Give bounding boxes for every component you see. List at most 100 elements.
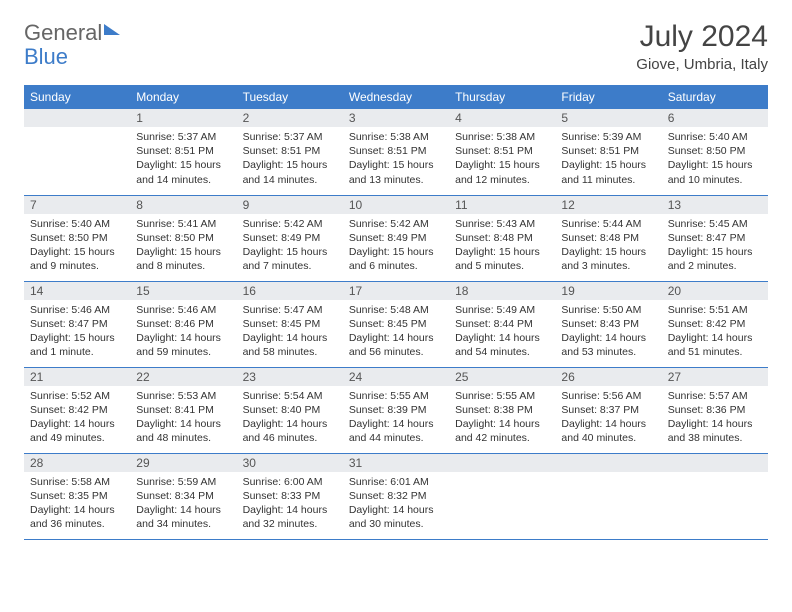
day-number: 26	[555, 368, 661, 386]
day-number: 22	[130, 368, 236, 386]
day-body: Sunrise: 5:39 AMSunset: 8:51 PMDaylight:…	[555, 127, 661, 191]
calendar-day-cell: 2Sunrise: 5:37 AMSunset: 8:51 PMDaylight…	[237, 109, 343, 195]
calendar-week-row: 7Sunrise: 5:40 AMSunset: 8:50 PMDaylight…	[24, 195, 768, 281]
calendar-day-cell: 15Sunrise: 5:46 AMSunset: 8:46 PMDayligh…	[130, 281, 236, 367]
calendar-empty-cell	[662, 453, 768, 539]
day-body: Sunrise: 5:43 AMSunset: 8:48 PMDaylight:…	[449, 214, 555, 278]
day-number	[662, 454, 768, 472]
day-number: 25	[449, 368, 555, 386]
day-body: Sunrise: 5:41 AMSunset: 8:50 PMDaylight:…	[130, 214, 236, 278]
day-body: Sunrise: 5:40 AMSunset: 8:50 PMDaylight:…	[662, 127, 768, 191]
day-body: Sunrise: 6:01 AMSunset: 8:32 PMDaylight:…	[343, 472, 449, 536]
calendar-head: SundayMondayTuesdayWednesdayThursdayFrid…	[24, 85, 768, 109]
day-body: Sunrise: 5:46 AMSunset: 8:46 PMDaylight:…	[130, 300, 236, 364]
calendar-table: SundayMondayTuesdayWednesdayThursdayFrid…	[24, 85, 768, 540]
day-number: 10	[343, 196, 449, 214]
day-body: Sunrise: 5:53 AMSunset: 8:41 PMDaylight:…	[130, 386, 236, 450]
calendar-body: 1Sunrise: 5:37 AMSunset: 8:51 PMDaylight…	[24, 109, 768, 539]
calendar-day-cell: 7Sunrise: 5:40 AMSunset: 8:50 PMDaylight…	[24, 195, 130, 281]
day-body	[662, 472, 768, 479]
calendar-day-cell: 21Sunrise: 5:52 AMSunset: 8:42 PMDayligh…	[24, 367, 130, 453]
day-number: 5	[555, 109, 661, 127]
logo-text-2: Blue	[24, 44, 68, 70]
day-body: Sunrise: 5:46 AMSunset: 8:47 PMDaylight:…	[24, 300, 130, 364]
day-body: Sunrise: 5:59 AMSunset: 8:34 PMDaylight:…	[130, 472, 236, 536]
day-number: 7	[24, 196, 130, 214]
day-number: 6	[662, 109, 768, 127]
calendar-week-row: 21Sunrise: 5:52 AMSunset: 8:42 PMDayligh…	[24, 367, 768, 453]
calendar-day-cell: 10Sunrise: 5:42 AMSunset: 8:49 PMDayligh…	[343, 195, 449, 281]
day-number: 17	[343, 282, 449, 300]
calendar-day-cell: 20Sunrise: 5:51 AMSunset: 8:42 PMDayligh…	[662, 281, 768, 367]
calendar-day-cell: 13Sunrise: 5:45 AMSunset: 8:47 PMDayligh…	[662, 195, 768, 281]
day-body: Sunrise: 5:42 AMSunset: 8:49 PMDaylight:…	[237, 214, 343, 278]
calendar-day-cell: 26Sunrise: 5:56 AMSunset: 8:37 PMDayligh…	[555, 367, 661, 453]
day-number: 14	[24, 282, 130, 300]
weekday-row: SundayMondayTuesdayWednesdayThursdayFrid…	[24, 85, 768, 109]
calendar-day-cell: 25Sunrise: 5:55 AMSunset: 8:38 PMDayligh…	[449, 367, 555, 453]
calendar-day-cell: 14Sunrise: 5:46 AMSunset: 8:47 PMDayligh…	[24, 281, 130, 367]
weekday-header: Saturday	[662, 85, 768, 109]
day-number: 16	[237, 282, 343, 300]
day-body: Sunrise: 5:52 AMSunset: 8:42 PMDaylight:…	[24, 386, 130, 450]
calendar-day-cell: 23Sunrise: 5:54 AMSunset: 8:40 PMDayligh…	[237, 367, 343, 453]
weekday-header: Wednesday	[343, 85, 449, 109]
day-body: Sunrise: 5:49 AMSunset: 8:44 PMDaylight:…	[449, 300, 555, 364]
day-number: 31	[343, 454, 449, 472]
calendar-day-cell: 24Sunrise: 5:55 AMSunset: 8:39 PMDayligh…	[343, 367, 449, 453]
day-number: 9	[237, 196, 343, 214]
day-number: 18	[449, 282, 555, 300]
day-number: 13	[662, 196, 768, 214]
title-block: July 2024 Giove, Umbria, Italy	[636, 20, 768, 73]
logo-triangle-icon	[104, 24, 120, 35]
day-number: 8	[130, 196, 236, 214]
calendar-day-cell: 19Sunrise: 5:50 AMSunset: 8:43 PMDayligh…	[555, 281, 661, 367]
calendar-week-row: 14Sunrise: 5:46 AMSunset: 8:47 PMDayligh…	[24, 281, 768, 367]
logo: General	[24, 20, 120, 46]
day-number: 3	[343, 109, 449, 127]
day-body	[449, 472, 555, 479]
calendar-week-row: 1Sunrise: 5:37 AMSunset: 8:51 PMDaylight…	[24, 109, 768, 195]
calendar-day-cell: 4Sunrise: 5:38 AMSunset: 8:51 PMDaylight…	[449, 109, 555, 195]
day-body: Sunrise: 5:40 AMSunset: 8:50 PMDaylight:…	[24, 214, 130, 278]
month-title: July 2024	[636, 20, 768, 54]
day-body: Sunrise: 5:38 AMSunset: 8:51 PMDaylight:…	[449, 127, 555, 191]
calendar-day-cell: 29Sunrise: 5:59 AMSunset: 8:34 PMDayligh…	[130, 453, 236, 539]
calendar-week-row: 28Sunrise: 5:58 AMSunset: 8:35 PMDayligh…	[24, 453, 768, 539]
day-body: Sunrise: 5:48 AMSunset: 8:45 PMDaylight:…	[343, 300, 449, 364]
calendar-day-cell: 5Sunrise: 5:39 AMSunset: 8:51 PMDaylight…	[555, 109, 661, 195]
day-number: 21	[24, 368, 130, 386]
day-body: Sunrise: 5:56 AMSunset: 8:37 PMDaylight:…	[555, 386, 661, 450]
day-body: Sunrise: 5:58 AMSunset: 8:35 PMDaylight:…	[24, 472, 130, 536]
day-body: Sunrise: 6:00 AMSunset: 8:33 PMDaylight:…	[237, 472, 343, 536]
day-number	[24, 109, 130, 127]
day-body: Sunrise: 5:55 AMSunset: 8:38 PMDaylight:…	[449, 386, 555, 450]
calendar-empty-cell	[24, 109, 130, 195]
day-body: Sunrise: 5:51 AMSunset: 8:42 PMDaylight:…	[662, 300, 768, 364]
weekday-header: Thursday	[449, 85, 555, 109]
calendar-empty-cell	[555, 453, 661, 539]
day-number: 28	[24, 454, 130, 472]
calendar-day-cell: 28Sunrise: 5:58 AMSunset: 8:35 PMDayligh…	[24, 453, 130, 539]
day-body: Sunrise: 5:47 AMSunset: 8:45 PMDaylight:…	[237, 300, 343, 364]
day-body	[555, 472, 661, 479]
day-body: Sunrise: 5:45 AMSunset: 8:47 PMDaylight:…	[662, 214, 768, 278]
day-number: 20	[662, 282, 768, 300]
day-number: 1	[130, 109, 236, 127]
day-body: Sunrise: 5:54 AMSunset: 8:40 PMDaylight:…	[237, 386, 343, 450]
day-number: 23	[237, 368, 343, 386]
day-body: Sunrise: 5:42 AMSunset: 8:49 PMDaylight:…	[343, 214, 449, 278]
day-number: 11	[449, 196, 555, 214]
calendar-day-cell: 22Sunrise: 5:53 AMSunset: 8:41 PMDayligh…	[130, 367, 236, 453]
day-number	[555, 454, 661, 472]
calendar-day-cell: 9Sunrise: 5:42 AMSunset: 8:49 PMDaylight…	[237, 195, 343, 281]
day-number: 12	[555, 196, 661, 214]
calendar-day-cell: 31Sunrise: 6:01 AMSunset: 8:32 PMDayligh…	[343, 453, 449, 539]
weekday-header: Friday	[555, 85, 661, 109]
calendar-day-cell: 18Sunrise: 5:49 AMSunset: 8:44 PMDayligh…	[449, 281, 555, 367]
calendar-empty-cell	[449, 453, 555, 539]
day-number: 15	[130, 282, 236, 300]
location-text: Giove, Umbria, Italy	[636, 56, 768, 73]
calendar-day-cell: 8Sunrise: 5:41 AMSunset: 8:50 PMDaylight…	[130, 195, 236, 281]
calendar-day-cell: 11Sunrise: 5:43 AMSunset: 8:48 PMDayligh…	[449, 195, 555, 281]
